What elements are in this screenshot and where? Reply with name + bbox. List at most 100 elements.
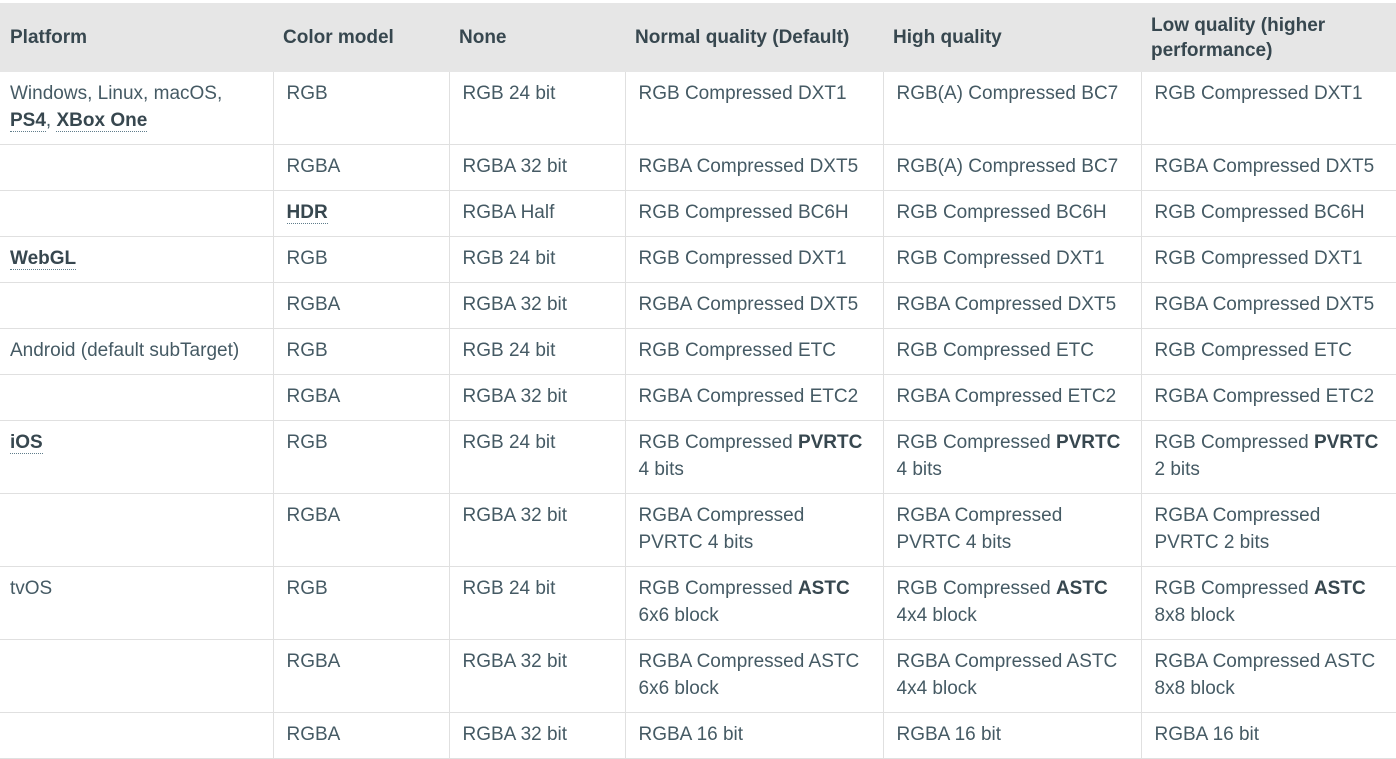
- table-cell: RGB 24 bit: [448, 566, 625, 640]
- cell-text: RGBA Compressed ASTC 6x6 block: [638, 651, 860, 699]
- table-cell: RGBA Compressed ETC2: [624, 374, 883, 421]
- table-row: iOS RGB RGB 24 bit RGB Compressed PVRTC 4 b…: [0, 420, 1396, 494]
- cell-text: RGB Compressed: [638, 578, 798, 599]
- table-cell: RGBA: [272, 493, 449, 567]
- table-cell: RGB Compressed BC6H: [882, 190, 1141, 237]
- table-cell: RGBA 32 bit: [448, 144, 625, 191]
- link[interactable]: XBox One: [56, 110, 148, 132]
- cell-text: RGB: [286, 578, 328, 599]
- table-cell: RGBA Compressed DXT5: [624, 144, 883, 191]
- table-cell: RGBA: [272, 282, 449, 329]
- table-cell: RGBA Compressed ASTC 8x8 block: [1140, 639, 1396, 713]
- table-cell: RGBA 32 bit: [448, 639, 625, 713]
- cell-text: tvOS: [10, 578, 53, 599]
- page: Platform Color model None Normal quality (D…: [0, 3, 1396, 759]
- cell-text: 8x8 block: [1154, 605, 1235, 626]
- cell-text: RGBA Compressed ETC2: [896, 386, 1117, 407]
- table-cell: RGB 24 bit: [448, 420, 625, 494]
- cell-text: RGB Compressed BC6H: [1154, 202, 1365, 223]
- cell-text: PVRTC: [1313, 432, 1379, 453]
- cell-text: RGBA 16 bit: [1154, 724, 1260, 745]
- cell-text: 6x6 block: [638, 605, 719, 626]
- cell-text: RGB Compressed DXT1: [1154, 248, 1363, 269]
- cell-text: RGBA: [286, 724, 341, 745]
- cell-text: RGBA 32 bit: [462, 505, 568, 526]
- table-cell: [0, 282, 273, 329]
- header-cell: Low quality (higher performance): [1141, 3, 1396, 72]
- cell-text: RGB Compressed DXT1: [1154, 83, 1363, 104]
- table-cell: RGBA Compressed ASTC 4x4 block: [882, 639, 1141, 713]
- cell-text: 4 bits: [896, 459, 942, 480]
- table-row: RGBA RGBA 32 bit RGBA Compressed DXT5 RGB(A…: [0, 144, 1396, 191]
- table-cell: RGB Compressed ETC: [1140, 328, 1396, 375]
- table-cell: RGB(A) Compressed BC7: [882, 144, 1141, 191]
- cell-text: ASTC: [797, 578, 850, 599]
- table-cell: RGBA 32 bit: [448, 712, 625, 759]
- cell-text: RGBA 32 bit: [462, 386, 568, 407]
- table-row: RGBA RGBA 32 bit RGBA Compressed DXT5 RGBA …: [0, 282, 1396, 329]
- cell-text: 4x4 block: [896, 605, 977, 626]
- table-cell: RGB Compressed BC6H: [1140, 190, 1396, 237]
- table-cell: tvOS: [0, 566, 273, 640]
- table-cell: RGBA: [272, 374, 449, 421]
- table-cell: [0, 639, 273, 713]
- table-cell: RGBA 32 bit: [448, 374, 625, 421]
- cell-text: RGBA 32 bit: [462, 156, 568, 177]
- cell-text: RGBA Compressed DXT5: [638, 294, 859, 315]
- cell-text: RGB Compressed: [896, 432, 1056, 453]
- table-cell: RGBA Compressed DXT5: [624, 282, 883, 329]
- table-cell: RGBA 16 bit: [882, 712, 1141, 759]
- table-cell: RGB Compressed PVRTC 4 bits: [624, 420, 883, 494]
- table-cell: Android (default subTarget): [0, 328, 273, 375]
- cell-text: RGB Compressed DXT1: [638, 248, 847, 269]
- cell-text: RGB Compressed: [1154, 432, 1314, 453]
- table-cell: RGBA Half: [448, 190, 625, 237]
- cell-text: Android (default subTarget): [10, 340, 240, 361]
- table-cell: RGBA: [272, 639, 449, 713]
- cell-text: RGB 24 bit: [462, 578, 556, 599]
- cell-text: RGBA Compressed DXT5: [1154, 156, 1375, 177]
- table-row: WebGL RGB RGB 24 bit RGB Compressed DXT1 RGB…: [0, 236, 1396, 283]
- cell-text: RGBA 32 bit: [462, 651, 568, 672]
- header-cell: Color model: [273, 3, 449, 72]
- table-cell: RGBA Compressed ASTC 6x6 block: [624, 639, 883, 713]
- cell-text: PVRTC: [1055, 432, 1121, 453]
- table-cell: RGB: [272, 72, 449, 145]
- table-cell: RGB(A) Compressed BC7: [882, 72, 1141, 145]
- table-cell: [0, 493, 273, 567]
- cell-text: RGB(A) Compressed BC7: [896, 156, 1119, 177]
- table-cell: RGB Compressed DXT1: [624, 72, 883, 145]
- table-header: Platform Color model None Normal quality (D…: [0, 3, 1396, 72]
- link[interactable]: PS4: [10, 110, 46, 132]
- table-cell: RGB Compressed ETC: [624, 328, 883, 375]
- table-row: Android (default subTarget) RGB RGB 24 bit…: [0, 328, 1396, 375]
- cell-text: ASTC: [1313, 578, 1366, 599]
- table-body: Windows, Linux, macOS, PS4, XBox One RGB R…: [0, 72, 1396, 759]
- cell-text: RGB: [286, 340, 328, 361]
- table-cell: RGBA 32 bit: [448, 282, 625, 329]
- link[interactable]: WebGL: [10, 248, 77, 270]
- table-row: RGBA RGBA 32 bit RGBA Compressed ASTC 6x6 …: [0, 639, 1396, 713]
- table-row: Windows, Linux, macOS, PS4, XBox One RGB R…: [0, 72, 1396, 145]
- link[interactable]: HDR: [286, 202, 328, 224]
- table-cell: RGB: [272, 328, 449, 375]
- table-cell: HDR: [272, 190, 449, 237]
- link[interactable]: iOS: [10, 432, 43, 454]
- cell-text: RGBA Compressed DXT5: [638, 156, 859, 177]
- table-cell: RGBA Compressed ETC2: [1140, 374, 1396, 421]
- table-cell: RGB Compressed BC6H: [624, 190, 883, 237]
- cell-text: RGB Compressed DXT1: [896, 248, 1105, 269]
- cell-text: RGB 24 bit: [462, 248, 556, 269]
- table-cell: RGB: [272, 236, 449, 283]
- header-cell: Normal quality (Default): [625, 3, 883, 72]
- table-row: HDR RGBA Half RGB Compressed BC6H RGB Compr…: [0, 190, 1396, 237]
- cell-text: RGBA: [286, 505, 341, 526]
- table-cell: RGB 24 bit: [448, 328, 625, 375]
- cell-text: RGBA Compressed DXT5: [1154, 294, 1375, 315]
- cell-text: RGBA Compressed PVRTC 2 bits: [1154, 505, 1321, 553]
- cell-text: RGB Compressed: [638, 432, 798, 453]
- table-cell: RGB Compressed PVRTC 2 bits: [1140, 420, 1396, 494]
- table-cell: iOS: [0, 420, 273, 494]
- table-cell: RGBA 16 bit: [624, 712, 883, 759]
- table-cell: RGBA Compressed DXT5: [1140, 282, 1396, 329]
